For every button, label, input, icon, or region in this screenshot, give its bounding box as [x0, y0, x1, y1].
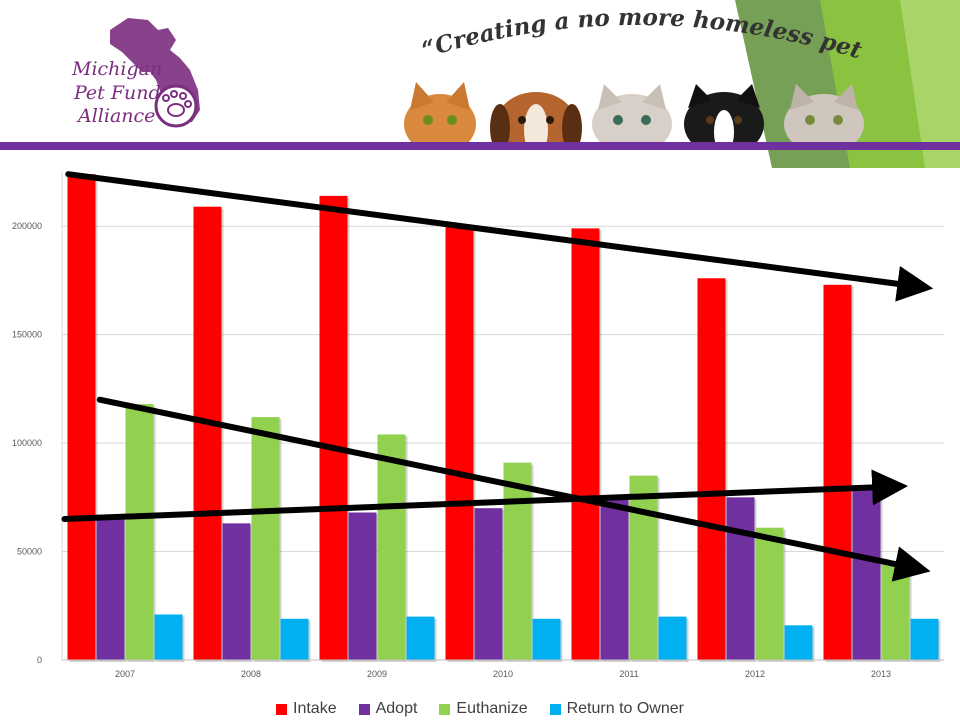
x-tick-label: 2010 [493, 669, 513, 679]
x-tick-label: 2008 [241, 669, 261, 679]
bar-euthanize-2012 [755, 527, 784, 660]
bar-adopt-2013 [852, 486, 881, 660]
trend-arrow [65, 171, 934, 302]
legend-swatch [358, 703, 370, 715]
michigan-map-paw-icon [110, 18, 200, 128]
x-tick-label: 2007 [115, 669, 135, 679]
y-tick-label: 100000 [12, 438, 42, 448]
bar-return-to-owner-2007 [154, 614, 183, 660]
border-collie-puppy-icon [684, 84, 764, 144]
x-tick-label: 2012 [745, 669, 765, 679]
bar-adopt-2011 [600, 499, 629, 660]
beagle-puppy-icon [490, 92, 582, 144]
trend-arrow [96, 396, 931, 582]
kitten-grey-icon [592, 84, 672, 144]
x-tick-label: 2011 [619, 669, 638, 679]
logo-line-1: Michigan [72, 58, 163, 80]
bar-chart: 0 50000 100000 150000 200000 2007 2008 2009 2010… [12, 171, 944, 679]
bar-return-to-owner-2012 [784, 625, 813, 660]
legend-item-euthanize: Euthanize [439, 700, 528, 718]
kitten-tabby-icon [784, 84, 864, 144]
bar-return-to-owner-2011 [658, 616, 687, 660]
bar-adopt-2009 [348, 512, 377, 660]
legend-item-adopt: Adopt [358, 700, 418, 718]
bar-adopt-2008 [222, 523, 251, 660]
bar-intake-2010 [445, 226, 474, 660]
legend-swatch [439, 703, 451, 715]
x-tick-label: 2013 [871, 669, 891, 679]
slogan-text: “Creating a no more homeless pet state” [0, 0, 873, 67]
bar-intake-2013 [823, 284, 852, 660]
logo-text: Michigan Pet Fund Alliance [50, 10, 220, 135]
legend-label: Intake [293, 700, 337, 717]
bar-return-to-owner-2008 [280, 618, 309, 660]
legend-label: Return to Owner [566, 700, 684, 717]
slogan: “Creating a no more homeless pet state” [0, 0, 873, 67]
y-tick-label: 0 [37, 655, 42, 665]
chart: 0 50000 100000 150000 200000 2007 2008 2009 2010… [0, 160, 960, 720]
bar-intake-2007 [67, 174, 96, 660]
logo-line-3: Alliance [78, 105, 156, 127]
bar-euthanize-2008 [251, 417, 280, 660]
bar-euthanize-2007 [125, 404, 154, 660]
legend-item-return-to-owner: Return to Owner [549, 700, 684, 718]
y-tick-label: 200000 [12, 221, 42, 231]
svg-text:“Creating a no more homeless p: “Creating a no more homeless pet state” [0, 0, 873, 67]
bar-adopt-2012 [726, 497, 755, 660]
bar-intake-2008 [193, 206, 222, 661]
legend-label: Euthanize [456, 700, 528, 717]
legend-swatch [549, 703, 561, 715]
legend: Intake Adopt Euthanize Return to Owner [0, 698, 960, 720]
pet-photos [404, 82, 864, 144]
bar-euthanize-2010 [503, 462, 532, 660]
bar-return-to-owner-2013 [910, 618, 939, 660]
logo-line-2: Pet Fund [74, 82, 161, 104]
header-banner: Michigan Pet Fund Alliance “Creating a n… [0, 0, 960, 168]
x-tick-label: 2009 [367, 669, 387, 679]
logo: Michigan Pet Fund Alliance [50, 10, 220, 135]
trend-arrow [61, 469, 909, 523]
bar-adopt-2007 [96, 514, 125, 660]
bar-euthanize-2009 [377, 434, 406, 660]
kitten-orange-icon [404, 82, 476, 144]
bar-intake-2011 [571, 228, 600, 660]
bar-adopt-2010 [474, 508, 503, 660]
legend-swatch [276, 703, 288, 715]
bar-return-to-owner-2010 [532, 618, 561, 660]
y-tick-label: 150000 [12, 330, 42, 340]
bar-euthanize-2013 [881, 564, 910, 660]
y-tick-label: 50000 [17, 547, 42, 557]
bar-euthanize-2011 [629, 475, 658, 660]
bar-intake-2009 [319, 195, 348, 660]
legend-label: Adopt [375, 700, 418, 717]
bar-return-to-owner-2009 [406, 616, 435, 660]
bar-intake-2012 [697, 278, 726, 660]
legend-item-intake: Intake [276, 700, 337, 718]
header-divider [0, 142, 960, 150]
